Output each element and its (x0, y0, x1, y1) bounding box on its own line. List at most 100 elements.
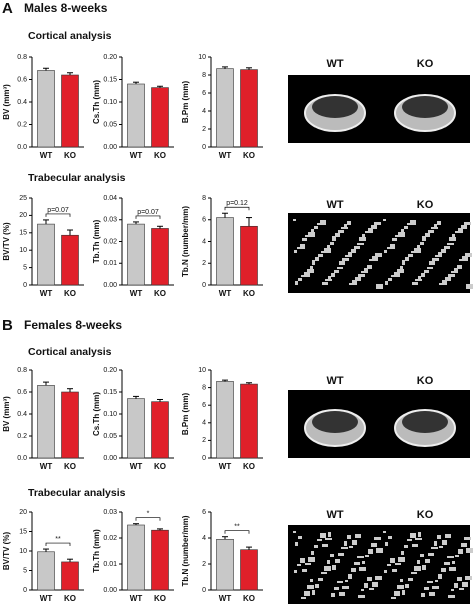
trabecula (388, 278, 392, 281)
trabecula (420, 554, 424, 557)
y-tick-label: 0.15 (103, 76, 117, 83)
trabecula (325, 538, 332, 540)
y-tick-label: 0 (202, 144, 206, 151)
y-axis-label: B.Pm (mm) (181, 81, 190, 124)
trabecula (315, 584, 319, 588)
trabecula (297, 247, 301, 249)
x-tick-label: KO (243, 151, 255, 160)
bar (240, 383, 258, 459)
trabecula (297, 564, 301, 566)
y-tick-label: 0.04 (103, 195, 117, 202)
trabecula (442, 280, 447, 285)
y-axis-label: Tb.Th (mm) (92, 529, 101, 573)
panel-title: Females 8-weeks (24, 318, 122, 332)
trabecula (402, 260, 405, 265)
trabecula (437, 535, 441, 539)
y-axis-label: Tb.N (number/mm) (181, 515, 190, 586)
x-tick-label: WT (40, 462, 53, 471)
trabecula (348, 574, 352, 579)
trabecula (384, 250, 387, 253)
y-tick-label: 0.8 (17, 367, 27, 374)
trabecula (461, 225, 467, 229)
trabecula (392, 569, 397, 572)
trabecula (358, 595, 365, 598)
y-tick-label: 20 (19, 212, 27, 219)
significance-label: p=0.07 (137, 209, 159, 216)
trabecula (327, 560, 330, 564)
x-tick-label: KO (64, 594, 76, 603)
trabecula (461, 543, 467, 547)
trabecula (294, 250, 297, 253)
bar (37, 551, 55, 591)
trabecula (341, 547, 348, 549)
trabecula (335, 559, 340, 563)
y-axis-label: Cs.Th (mm) (92, 392, 101, 436)
bar (240, 69, 258, 148)
y-tick-label: 6 (202, 217, 206, 224)
image-label: WT (326, 58, 343, 70)
trabecula (462, 582, 468, 587)
trabecula (407, 539, 412, 541)
x-tick-label: KO (154, 151, 166, 160)
trabecula (307, 269, 314, 273)
x-tick-label: KO (64, 462, 76, 471)
trabecula (318, 254, 323, 257)
bone-ring-hole (312, 96, 358, 118)
trabecula (298, 278, 302, 281)
bar (151, 401, 169, 459)
trabecula (417, 245, 420, 249)
trabecula (394, 591, 400, 596)
y-axis-label: BV (mm³) (2, 84, 11, 120)
bar (216, 217, 234, 286)
trabecula (342, 586, 349, 589)
trabecula (344, 541, 347, 546)
x-tick-label: WT (40, 289, 53, 298)
y-tick-label: 4 (202, 108, 206, 115)
trabecula (349, 283, 353, 285)
trabecula (458, 228, 463, 233)
trabecula (338, 553, 344, 556)
trabecula (417, 560, 420, 564)
y-tick-label: 0.05 (103, 433, 117, 440)
trabecula (415, 538, 422, 540)
trabecula (372, 256, 378, 261)
trabecula (362, 234, 365, 237)
x-tick-label: WT (40, 151, 53, 160)
significance-bracket (45, 213, 71, 217)
trabecula (462, 256, 468, 261)
trabecula (384, 570, 387, 573)
trabecula (317, 539, 322, 541)
trabecula (464, 537, 471, 540)
trabecula (337, 581, 343, 583)
trabecula (317, 223, 322, 225)
panel-label: A (2, 0, 13, 17)
y-tick-label: 20 (19, 509, 27, 516)
trabecula (428, 553, 434, 556)
trabecula (439, 283, 443, 285)
y-tick-label: 10 (19, 247, 27, 254)
trabecula (466, 548, 473, 553)
significance-label: * (147, 511, 150, 518)
image-label: KO (417, 58, 434, 70)
trabecula (387, 247, 391, 249)
trabecula (454, 268, 458, 273)
trabecula (374, 222, 381, 225)
y-tick-label: 6 (202, 509, 206, 516)
trabecula (412, 544, 418, 547)
trabecula (383, 219, 386, 221)
y-axis-label: Tb.N (number/mm) (181, 206, 190, 277)
y-tick-label: 0.03 (103, 217, 117, 224)
trabecula (401, 551, 404, 555)
image-label: KO (417, 199, 434, 211)
trabecula (422, 565, 426, 570)
panel-title: Males 8-weeks (24, 1, 108, 15)
trabecula (449, 237, 456, 241)
y-tick-label: 0.20 (103, 54, 117, 61)
trabecula (429, 592, 435, 596)
y-tick-label: 0.6 (17, 389, 27, 396)
y-tick-label: 0 (202, 282, 206, 289)
y-tick-label: 0.02 (103, 238, 117, 245)
trabecula (361, 589, 364, 591)
trabecula (405, 584, 409, 588)
y-tick-label: 0.02 (103, 535, 117, 542)
